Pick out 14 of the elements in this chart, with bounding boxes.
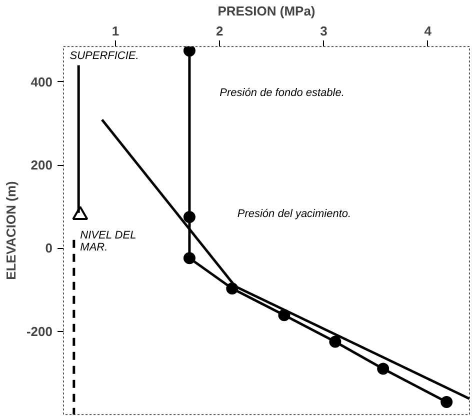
y-tick-label: 200 [30,158,53,173]
x-tick-label: 1 [112,24,120,38]
x-tick-label: 2 [216,24,224,38]
annotation: NIVEL DEL MAR. [80,230,136,254]
y-tick-label: 400 [30,74,53,90]
x-axis-title: PRESION (MPa) [218,4,316,18]
y-axis-title: ELEVACION (m) [3,181,18,280]
y-tick-label: 0 [45,240,53,256]
annotation: SUPERFICIE. [70,50,139,62]
annotation: Presión del yacimiento. [237,208,352,220]
annotation: Presión de fondo estable. [220,87,344,100]
y-tick-label: -200 [26,324,53,339]
x-tick-label: 4 [424,24,432,38]
x-tick-label: 3 [320,24,328,38]
